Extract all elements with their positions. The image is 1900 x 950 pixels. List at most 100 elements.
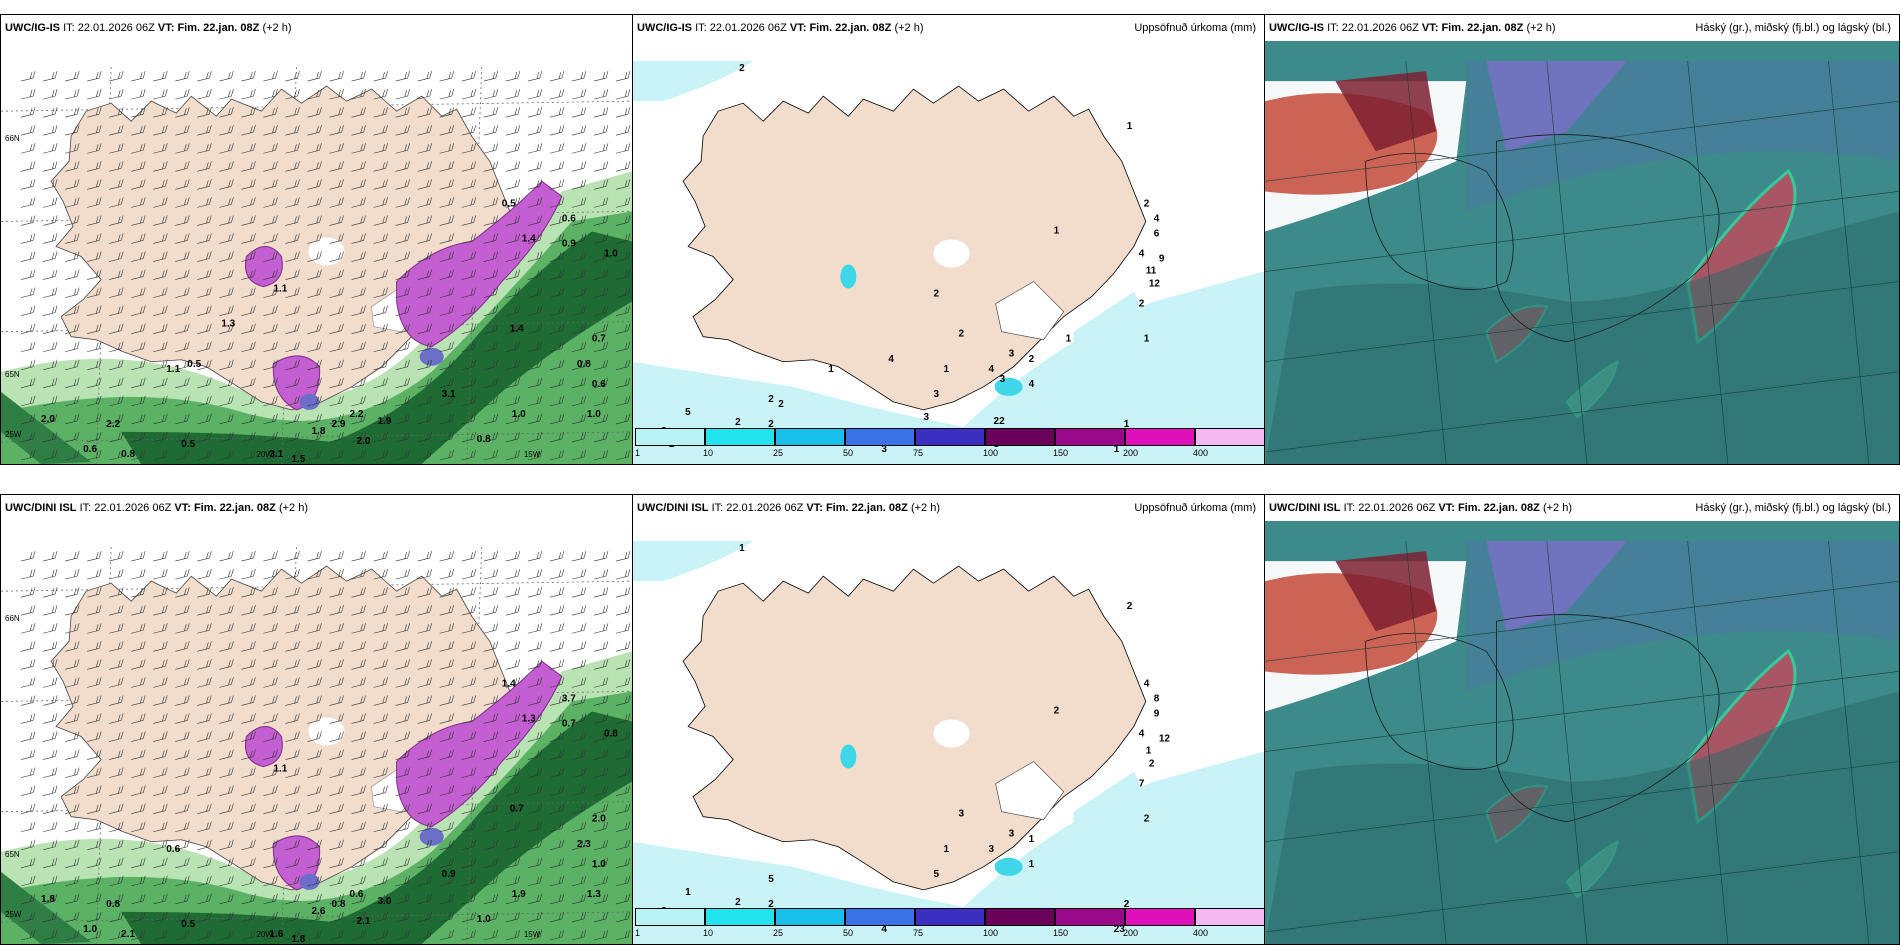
wind-barb <box>175 269 190 280</box>
wind-barb <box>417 731 432 742</box>
precip-value-label: 0.6 <box>166 844 180 855</box>
wind-barb <box>571 395 587 407</box>
precip-value-label: 2 <box>778 399 784 410</box>
wind-barb <box>329 749 344 760</box>
wind-barb <box>351 107 366 118</box>
cloud-map[interactable] <box>1265 521 1899 944</box>
wind-barb <box>483 785 499 796</box>
colorbar-segment <box>775 428 845 446</box>
wind-barb <box>65 323 80 334</box>
wind-barb <box>131 875 146 887</box>
wind-barb <box>109 857 124 869</box>
wind-barb <box>571 623 587 634</box>
wind-barb <box>351 605 366 616</box>
wind-barb <box>153 641 168 652</box>
wind-barb <box>439 677 455 688</box>
wind-barb <box>175 287 190 298</box>
wind-barb <box>307 323 322 334</box>
precip-value-label: 0.5 <box>181 439 195 450</box>
wind-barb <box>65 893 80 905</box>
wind-barb <box>593 623 609 634</box>
wind-barb <box>175 377 190 389</box>
wind-barb <box>241 587 256 598</box>
precip-value-label: 1 <box>1054 225 1060 236</box>
wind-barb <box>307 785 322 796</box>
precip-value-label: 1.4 <box>510 324 524 335</box>
wind-barb <box>417 659 432 670</box>
wind-barb <box>505 713 521 724</box>
wind-barb <box>241 713 256 724</box>
wind-map[interactable]: 66N65N64N25W20W15W1.10.50.60.91.01.40.70… <box>1 41 632 464</box>
wind-barb <box>65 785 80 796</box>
precip-value-label: 0.7 <box>592 334 606 345</box>
wind-barb <box>42 431 58 443</box>
wind-barb <box>439 641 455 652</box>
wind-barb <box>42 785 58 796</box>
wind-barb <box>373 893 388 905</box>
wind-barb <box>439 161 455 172</box>
wind-barb <box>329 323 344 334</box>
precip-value-label: 11 <box>1146 266 1157 277</box>
wind-barb <box>175 323 190 334</box>
init-time: 22.01.2026 06Z <box>726 502 804 514</box>
wind-barb <box>87 641 102 652</box>
wind-barb <box>197 431 212 443</box>
wind-barb <box>241 197 256 208</box>
wind-barb <box>395 233 410 244</box>
graticule-line <box>1687 541 1729 944</box>
wind-barb <box>439 70 455 82</box>
wind-barb <box>241 821 256 833</box>
wind-barb <box>20 233 36 244</box>
wind-barb <box>153 623 168 634</box>
wind-barb <box>263 875 278 887</box>
wind-barb <box>439 785 455 796</box>
wind-barb <box>20 605 36 616</box>
precip-map[interactable]: 2124649111221324243133111122253223331224… <box>633 41 1264 464</box>
wind-barb <box>263 413 278 425</box>
wind-barb <box>571 677 587 688</box>
wind-barb <box>307 269 322 280</box>
wind-barb <box>109 377 124 389</box>
wind-barb <box>483 215 499 226</box>
wind-map[interactable]: 66N65N64N25W20W15W1.11.43.70.70.81.32.02… <box>1 521 632 944</box>
precip-value-label: 0.8 <box>477 434 491 445</box>
wind-barb <box>461 215 477 226</box>
precip-value-label: 2 <box>739 63 745 74</box>
wind-barb <box>461 839 477 851</box>
wind-barb <box>197 839 212 851</box>
wind-barb <box>263 893 278 905</box>
precip-value-label: 3 <box>933 389 939 400</box>
mid-cloud-area <box>1335 551 1437 632</box>
wind-barb <box>42 569 58 580</box>
wind-barb <box>197 911 212 923</box>
wind-barb <box>87 695 102 706</box>
wind-barb <box>417 767 432 778</box>
wind-barb <box>615 377 631 389</box>
precip-value-label: 2.2 <box>350 409 364 420</box>
wind-barb <box>461 305 477 316</box>
precip-value-label: 1.0 <box>477 914 491 925</box>
colorbar-tick-label: 75 <box>913 448 924 458</box>
wind-barb <box>175 911 190 923</box>
wind-barb <box>461 677 477 688</box>
wind-barb <box>351 569 366 580</box>
precip-map[interactable]: 1248941212723331151432242352212 <box>633 521 1264 944</box>
wind-barb <box>219 695 234 706</box>
wind-barb <box>549 107 565 118</box>
axis-label: 65N <box>5 370 20 379</box>
cloud-map[interactable] <box>1265 41 1899 464</box>
wind-barb <box>65 215 80 226</box>
wind-barb <box>571 911 587 923</box>
wind-barb <box>417 323 432 334</box>
wind-barb <box>373 449 388 461</box>
wind-barb <box>42 125 58 136</box>
precip-shading <box>1073 291 1142 356</box>
wind-barb <box>417 341 432 353</box>
wind-barb <box>373 161 388 172</box>
wind-barb <box>241 161 256 172</box>
wind-barb <box>395 341 410 353</box>
wind-barb <box>417 677 432 688</box>
wind-barb <box>439 893 455 905</box>
wind-barb <box>197 359 212 371</box>
wind-barb <box>241 395 256 407</box>
